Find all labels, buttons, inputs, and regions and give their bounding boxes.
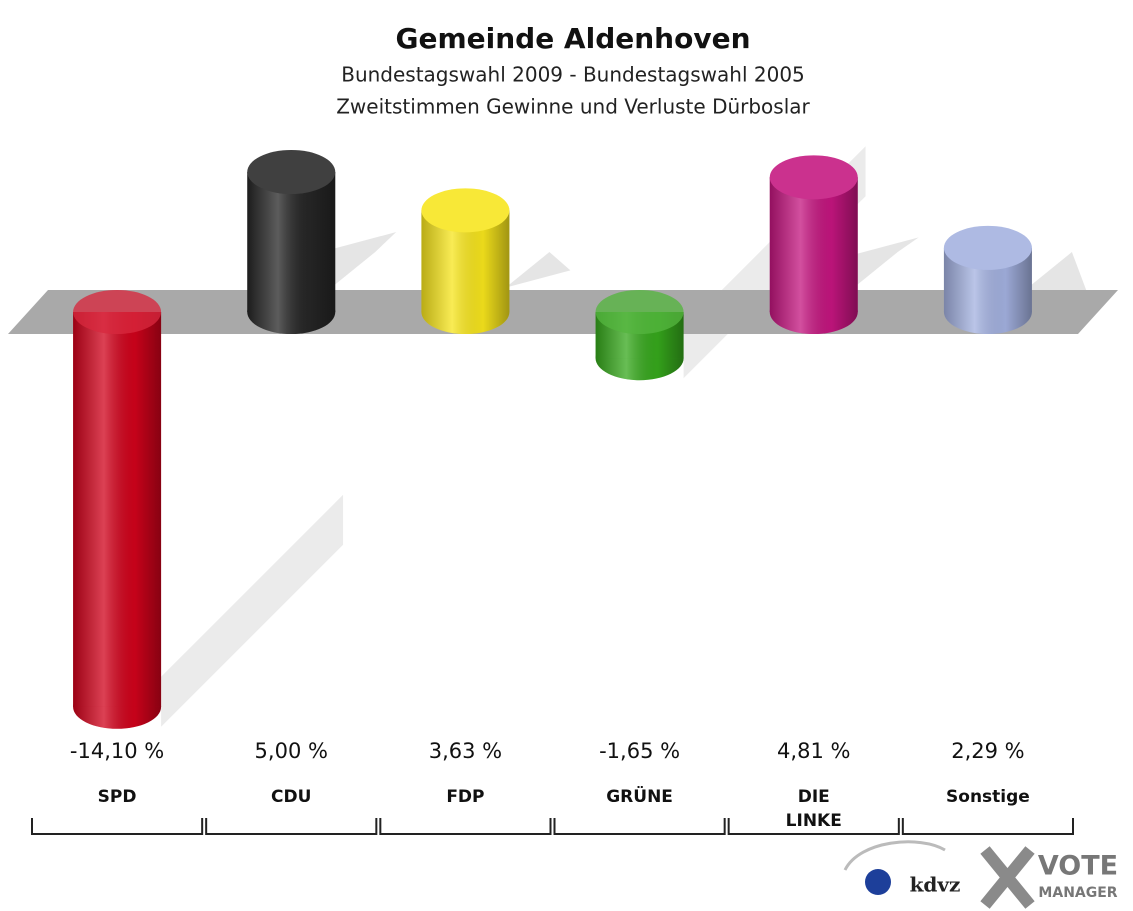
bar-top [421,188,510,233]
bar-top-shade [247,150,336,194]
bar-top-shade [943,225,1032,270]
value-label: 4,81 % [777,739,850,763]
bar-shadow [161,494,344,727]
logo-dot [865,869,891,895]
logo-manager: MANAGER [1038,885,1117,901]
category-label: CDU [271,787,311,807]
bar-body-shade [73,312,162,707]
bar-top-shade [595,290,684,334]
logo-swoosh [843,840,946,871]
labels: -14,10 % SPD 5,00 % CDU 3,63 % FDP -1,65 % GRÜN… [31,739,1074,835]
chart-title: Gemeinde Aldenhoven [395,22,750,55]
bar-top-shade [73,290,162,334]
category-bracket [205,818,378,835]
value-label: -14,10 % [70,739,164,763]
logo: kdvz VOTE MANAGER [843,840,1118,909]
category-label: SPD [98,787,137,807]
category-label: DIE LINKE [786,787,842,831]
bars [73,150,1032,729]
bar-top [595,290,684,334]
bar-top [73,290,162,334]
bar-top [769,155,858,200]
chart-subtitle: Bundestagswahl 2009 - Bundestagswahl 200… [341,63,805,87]
bar-body-shade [247,172,336,312]
category-bracket [379,818,552,835]
bar-body-shade [769,177,858,312]
logo-vote: VOTE [1038,851,1118,882]
bar-shadow [475,252,571,312]
bar-top [247,150,336,194]
category-bracket [901,818,1074,835]
category-bracket [31,818,204,835]
value-label: 5,00 % [255,739,328,763]
category-bracket [553,818,726,835]
value-label: 3,63 % [429,739,502,763]
category-label: Sonstige [946,787,1030,807]
category-bracket [727,818,900,835]
category-label: GRÜNE [606,785,673,807]
value-label: -1,65 % [599,739,680,763]
bar-top-shade [769,155,858,200]
logo-x [980,846,1035,909]
bar-top [943,225,1032,270]
logo-kdvz: kdvz [910,873,961,897]
chart-subtitle: Zweitstimmen Gewinne und Verluste Dürbos… [336,95,810,119]
category-label: FDP [446,787,484,807]
bar-top-shade [421,188,510,233]
value-label: 2,29 % [951,739,1024,763]
